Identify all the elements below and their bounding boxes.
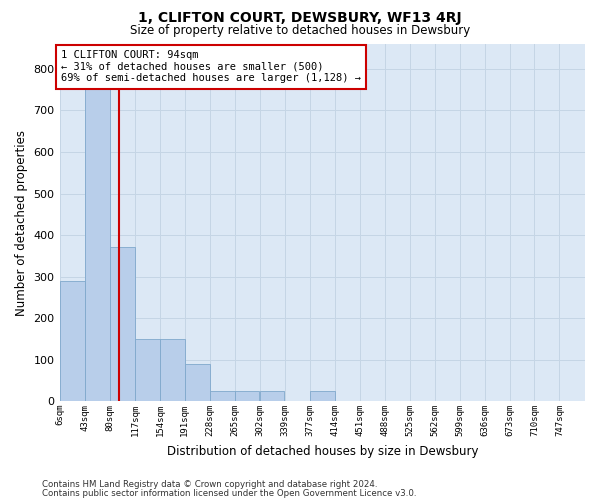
Bar: [110, 248, 135, 401]
Bar: [160, 339, 185, 401]
Bar: [135, 339, 160, 401]
Y-axis label: Number of detached properties: Number of detached properties: [15, 130, 28, 316]
Text: 1, CLIFTON COURT, DEWSBURY, WF13 4RJ: 1, CLIFTON COURT, DEWSBURY, WF13 4RJ: [138, 11, 462, 25]
Text: Contains HM Land Registry data © Crown copyright and database right 2024.: Contains HM Land Registry data © Crown c…: [42, 480, 377, 489]
Bar: [235, 391, 259, 401]
Bar: [85, 86, 110, 401]
Text: Size of property relative to detached houses in Dewsbury: Size of property relative to detached ho…: [130, 24, 470, 37]
Bar: [210, 391, 235, 401]
Bar: [310, 391, 335, 401]
Bar: [260, 391, 284, 401]
Text: 1 CLIFTON COURT: 94sqm
← 31% of detached houses are smaller (500)
69% of semi-de: 1 CLIFTON COURT: 94sqm ← 31% of detached…: [61, 50, 361, 84]
Text: Contains public sector information licensed under the Open Government Licence v3: Contains public sector information licen…: [42, 489, 416, 498]
Bar: [185, 364, 209, 401]
X-axis label: Distribution of detached houses by size in Dewsbury: Distribution of detached houses by size …: [167, 444, 478, 458]
Bar: [61, 280, 85, 401]
